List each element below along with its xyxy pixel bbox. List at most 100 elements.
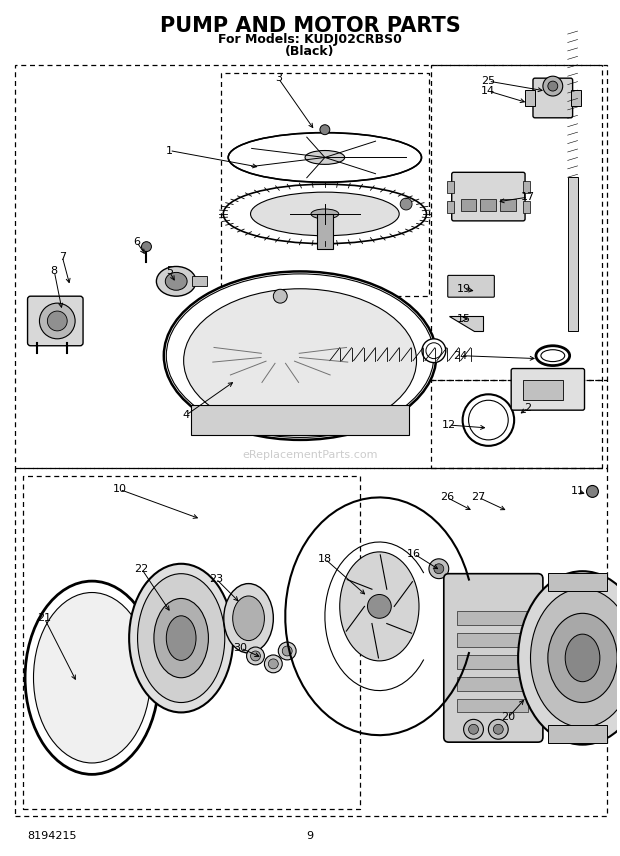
Bar — [500, 199, 516, 211]
Bar — [568, 177, 578, 331]
Text: 25: 25 — [481, 76, 495, 86]
Ellipse shape — [164, 271, 436, 440]
Bar — [523, 380, 563, 401]
Bar — [461, 199, 477, 211]
Circle shape — [273, 289, 287, 303]
Ellipse shape — [518, 571, 620, 745]
Text: 8: 8 — [51, 266, 58, 276]
Text: (Black): (Black) — [285, 45, 335, 58]
FancyBboxPatch shape — [27, 296, 83, 346]
Ellipse shape — [305, 151, 345, 164]
Ellipse shape — [247, 647, 264, 665]
Text: 3: 3 — [275, 73, 281, 83]
Ellipse shape — [224, 584, 273, 653]
Bar — [447, 181, 454, 193]
Ellipse shape — [228, 133, 422, 182]
Circle shape — [548, 81, 558, 91]
Ellipse shape — [463, 395, 514, 446]
Ellipse shape — [156, 266, 196, 296]
Circle shape — [494, 724, 503, 734]
Ellipse shape — [548, 614, 618, 703]
Bar — [457, 655, 528, 669]
Circle shape — [368, 595, 391, 618]
Bar — [570, 90, 580, 106]
Text: eReplacementParts.com: eReplacementParts.com — [242, 449, 378, 460]
Circle shape — [434, 564, 444, 574]
Bar — [548, 725, 608, 743]
Ellipse shape — [154, 598, 208, 678]
Circle shape — [587, 485, 598, 497]
Bar — [523, 181, 530, 193]
Text: 8194215: 8194215 — [27, 831, 77, 841]
Circle shape — [489, 719, 508, 740]
Text: 23: 23 — [209, 574, 223, 584]
Text: 5: 5 — [166, 266, 173, 276]
Text: 12: 12 — [441, 420, 456, 430]
Circle shape — [543, 76, 563, 96]
Bar — [480, 199, 497, 211]
Ellipse shape — [282, 646, 292, 656]
Ellipse shape — [33, 592, 151, 763]
Text: 20: 20 — [501, 712, 515, 722]
Text: 10: 10 — [113, 484, 126, 495]
Ellipse shape — [340, 552, 419, 661]
Text: 27: 27 — [471, 492, 485, 502]
Text: 9: 9 — [306, 831, 314, 841]
Ellipse shape — [166, 272, 187, 290]
Ellipse shape — [223, 184, 427, 244]
FancyBboxPatch shape — [533, 78, 573, 118]
Ellipse shape — [531, 589, 620, 728]
Bar — [548, 573, 608, 591]
Circle shape — [320, 125, 330, 134]
Text: For Models: KUDJ02CRBS0: For Models: KUDJ02CRBS0 — [218, 33, 402, 46]
Text: 17: 17 — [521, 192, 535, 202]
Text: 26: 26 — [440, 492, 454, 502]
Circle shape — [422, 339, 446, 363]
Ellipse shape — [184, 288, 417, 432]
Text: 18: 18 — [318, 554, 332, 564]
FancyBboxPatch shape — [452, 172, 525, 221]
Bar — [457, 633, 528, 647]
Circle shape — [400, 198, 412, 210]
FancyBboxPatch shape — [444, 574, 543, 742]
Bar — [523, 201, 530, 213]
Ellipse shape — [278, 642, 296, 660]
Ellipse shape — [166, 615, 196, 660]
Ellipse shape — [129, 564, 233, 712]
Ellipse shape — [264, 655, 282, 673]
Bar — [317, 214, 333, 248]
Ellipse shape — [250, 192, 399, 235]
Text: PUMP AND MOTOR PARTS: PUMP AND MOTOR PARTS — [159, 15, 461, 36]
Text: 16: 16 — [407, 549, 421, 559]
FancyBboxPatch shape — [511, 369, 585, 410]
Ellipse shape — [25, 581, 159, 775]
Text: 30: 30 — [234, 643, 247, 653]
Ellipse shape — [232, 596, 264, 640]
Text: 1: 1 — [166, 146, 173, 156]
Circle shape — [47, 311, 67, 331]
Circle shape — [464, 719, 484, 740]
Circle shape — [141, 241, 151, 252]
Bar — [191, 405, 409, 435]
Circle shape — [469, 724, 479, 734]
Bar — [447, 201, 454, 213]
Circle shape — [40, 303, 75, 339]
Text: 19: 19 — [456, 284, 471, 294]
Circle shape — [429, 559, 449, 579]
Bar — [457, 677, 528, 691]
Ellipse shape — [250, 651, 260, 661]
Bar — [525, 90, 535, 106]
Ellipse shape — [138, 574, 225, 703]
FancyBboxPatch shape — [448, 276, 494, 297]
Bar — [457, 611, 528, 625]
Text: 6: 6 — [133, 237, 140, 247]
Text: 11: 11 — [570, 486, 585, 496]
Text: 24: 24 — [453, 351, 467, 360]
Ellipse shape — [565, 634, 600, 681]
Text: 22: 22 — [135, 564, 149, 574]
Text: 14: 14 — [481, 86, 495, 96]
Text: 7: 7 — [59, 252, 66, 262]
Ellipse shape — [311, 209, 339, 219]
Ellipse shape — [268, 659, 278, 669]
Ellipse shape — [469, 401, 508, 440]
